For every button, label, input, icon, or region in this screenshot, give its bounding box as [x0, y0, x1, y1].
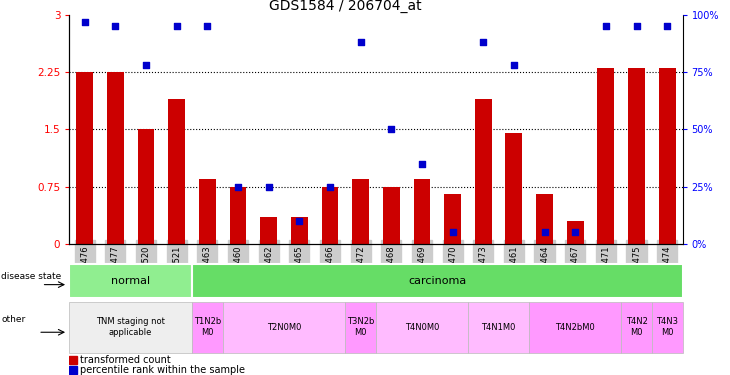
Bar [69, 264, 192, 298]
Point [631, 23, 642, 30]
Text: percentile rank within the sample: percentile rank within the sample [80, 365, 245, 375]
Text: T4N2
M0: T4N2 M0 [626, 318, 648, 337]
Text: T3N2b
M0: T3N2b M0 [347, 318, 374, 337]
Bar [291, 217, 308, 244]
Text: T4N2bM0: T4N2bM0 [556, 322, 595, 332]
Point [416, 160, 428, 166]
Bar [383, 187, 400, 244]
Point [140, 62, 152, 68]
Text: T4N3
M0: T4N3 M0 [656, 318, 678, 337]
Point [600, 23, 612, 30]
Bar [529, 302, 621, 352]
Bar [223, 302, 345, 352]
Text: T2N0M0: T2N0M0 [266, 322, 301, 332]
Point [661, 23, 673, 30]
Bar [652, 302, 683, 352]
Point [385, 126, 397, 132]
Bar [199, 179, 216, 244]
Bar [260, 217, 277, 244]
Text: carcinoma: carcinoma [408, 276, 466, 286]
Point [232, 184, 244, 190]
Bar [69, 366, 77, 374]
Bar [468, 302, 529, 352]
Point [355, 39, 366, 45]
Bar [168, 99, 185, 244]
Bar [597, 68, 615, 244]
Bar [376, 302, 468, 352]
Bar [76, 72, 93, 244]
Point [508, 62, 520, 68]
Text: other: other [1, 315, 26, 324]
Point [263, 184, 274, 190]
Text: T1N2b
M0: T1N2b M0 [193, 318, 221, 337]
Bar [566, 221, 584, 244]
Point [201, 23, 213, 30]
Point [79, 19, 91, 25]
Bar [321, 187, 339, 244]
Point [477, 39, 489, 45]
Title: GDS1584 / 206704_at: GDS1584 / 206704_at [269, 0, 422, 13]
Bar [628, 68, 645, 244]
Bar [658, 68, 676, 244]
Bar [505, 133, 523, 244]
Point [293, 218, 305, 224]
Bar [345, 302, 376, 352]
Bar [69, 302, 192, 352]
Bar [69, 356, 77, 364]
Bar [474, 99, 492, 244]
Text: TNM staging not
applicable: TNM staging not applicable [96, 318, 165, 337]
Point [324, 184, 336, 190]
Bar [192, 264, 683, 298]
Bar [352, 179, 369, 244]
Bar [536, 194, 553, 244]
Bar [621, 302, 652, 352]
Point [447, 229, 458, 236]
Point [110, 23, 121, 30]
Point [569, 229, 581, 236]
Text: normal: normal [111, 276, 150, 286]
Point [539, 229, 550, 236]
Text: T4N1M0: T4N1M0 [481, 322, 516, 332]
Point [171, 23, 182, 30]
Bar [229, 187, 247, 244]
Bar [107, 72, 124, 244]
Bar [192, 302, 223, 352]
Bar [413, 179, 431, 244]
Text: T4N0M0: T4N0M0 [404, 322, 439, 332]
Text: transformed count: transformed count [80, 355, 171, 365]
Text: disease state: disease state [1, 272, 61, 280]
Bar [137, 129, 155, 244]
Bar [444, 194, 461, 244]
